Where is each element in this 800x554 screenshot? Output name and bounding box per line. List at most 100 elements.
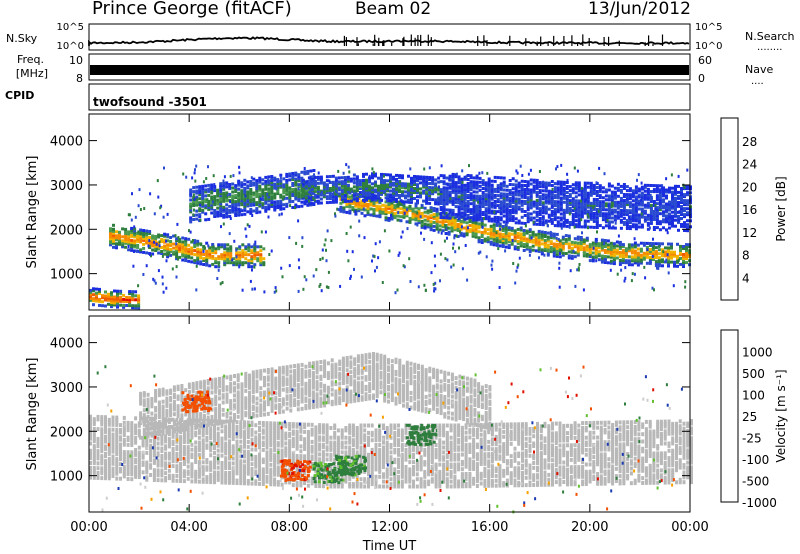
power-cell bbox=[630, 249, 634, 253]
power-cell bbox=[469, 198, 473, 202]
power-speckle bbox=[134, 215, 137, 219]
ground-scatter-cell bbox=[115, 459, 119, 464]
power-cell bbox=[526, 216, 530, 220]
power-cell bbox=[552, 252, 556, 256]
ground-scatter-cell bbox=[96, 436, 100, 441]
power-cell bbox=[273, 186, 277, 190]
power-speckle bbox=[609, 268, 612, 272]
ground-scatter-cell bbox=[100, 476, 104, 481]
power-cell bbox=[507, 240, 511, 244]
power-cell bbox=[680, 207, 683, 210]
power-cell bbox=[428, 178, 432, 181]
power-cell bbox=[213, 199, 217, 203]
power-speckle bbox=[297, 258, 300, 262]
ground-scatter-cell bbox=[115, 430, 119, 435]
power-cell bbox=[402, 205, 406, 209]
power-cell bbox=[624, 249, 628, 253]
power-speckle bbox=[614, 221, 617, 225]
power-cell bbox=[514, 217, 518, 221]
ground-scatter-cell bbox=[100, 420, 104, 424]
power-cell bbox=[625, 225, 629, 228]
power-cell bbox=[184, 251, 188, 255]
power-cell bbox=[181, 248, 185, 252]
power-speckle bbox=[599, 201, 602, 205]
power-cell bbox=[178, 241, 182, 245]
power-cell bbox=[216, 206, 220, 210]
power-cell bbox=[679, 244, 682, 248]
power-cell bbox=[253, 253, 257, 257]
power-cell bbox=[199, 256, 203, 260]
power-cell bbox=[434, 200, 438, 204]
power-cell bbox=[291, 178, 295, 181]
power-cell bbox=[642, 253, 646, 257]
power-speckle bbox=[649, 193, 652, 197]
power-speckle bbox=[551, 187, 554, 191]
power-cell bbox=[619, 184, 623, 188]
power-cell bbox=[559, 180, 563, 184]
power-speckle bbox=[177, 257, 180, 261]
power-cell bbox=[577, 209, 581, 213]
power-cell bbox=[604, 190, 608, 194]
power-cell bbox=[229, 253, 233, 257]
power-cell bbox=[219, 196, 223, 200]
ground-scatter-cell bbox=[182, 462, 186, 466]
power-cell bbox=[609, 253, 613, 257]
power-cell bbox=[441, 223, 445, 227]
power-cell bbox=[340, 192, 344, 196]
power-cell bbox=[340, 184, 344, 188]
power-cell bbox=[282, 189, 286, 193]
power-cell bbox=[383, 189, 386, 193]
power-speckle bbox=[182, 172, 185, 176]
power-cell bbox=[567, 244, 571, 248]
power-cell bbox=[276, 186, 280, 190]
power-cell bbox=[474, 231, 478, 235]
power-speckle bbox=[189, 230, 192, 234]
power-cell bbox=[322, 195, 326, 199]
power-cell bbox=[671, 204, 674, 208]
ground-scatter-cell bbox=[201, 438, 205, 443]
power-cell bbox=[537, 241, 541, 245]
power-cell bbox=[365, 172, 368, 176]
power-cell bbox=[432, 224, 436, 228]
nsky-trace bbox=[88, 36, 690, 46]
power-cell bbox=[674, 202, 677, 206]
power-speckle bbox=[229, 174, 232, 178]
power-cell bbox=[300, 176, 304, 180]
power-cell bbox=[649, 197, 653, 201]
power-speckle bbox=[342, 200, 344, 204]
power-cell bbox=[628, 215, 632, 219]
power-cell bbox=[92, 297, 95, 301]
power-cell bbox=[496, 210, 500, 214]
power-cell bbox=[466, 209, 470, 213]
power-cell bbox=[589, 201, 593, 205]
power-cell bbox=[487, 199, 491, 203]
power-cell bbox=[416, 189, 419, 193]
power-cell bbox=[622, 195, 626, 198]
power-cell bbox=[273, 194, 277, 198]
power-cell bbox=[652, 226, 656, 229]
power-cell bbox=[562, 196, 566, 200]
power-cell bbox=[648, 257, 652, 261]
power-cell bbox=[285, 190, 289, 194]
power-cell bbox=[544, 197, 548, 201]
power-cell bbox=[402, 209, 406, 213]
power-cell bbox=[325, 187, 329, 191]
power-speckle bbox=[270, 249, 273, 253]
power-cell bbox=[496, 218, 500, 221]
power-cell bbox=[583, 209, 587, 213]
power-cell bbox=[348, 191, 352, 195]
power-cell bbox=[588, 243, 592, 247]
power-cell bbox=[340, 182, 344, 186]
power-cell bbox=[187, 243, 191, 247]
power-cell bbox=[113, 297, 116, 301]
power-cell bbox=[160, 250, 164, 253]
power-cell bbox=[414, 216, 418, 220]
power-cell bbox=[204, 218, 208, 222]
power-cell bbox=[282, 207, 286, 211]
power-cell bbox=[192, 204, 196, 207]
power-cell bbox=[468, 218, 472, 222]
power-cell bbox=[89, 292, 92, 296]
power-cell bbox=[517, 207, 521, 211]
power-cell bbox=[624, 253, 628, 257]
power-cell bbox=[625, 221, 629, 224]
